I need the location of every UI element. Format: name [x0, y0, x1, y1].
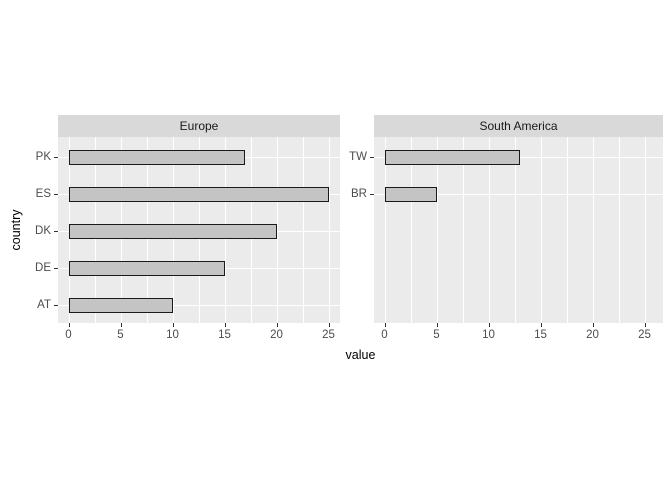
x-axis-tick — [276, 323, 278, 327]
x-axis-tick — [120, 323, 122, 327]
facet-strip-label: Europe — [179, 119, 219, 133]
x-axis-tick — [172, 323, 174, 327]
y-axis-tick — [370, 194, 374, 195]
y-axis-label-at: AT — [37, 299, 51, 311]
gridline-minor-vertical — [566, 137, 568, 323]
y-axis-tick — [370, 157, 374, 158]
gridline-major-vertical — [540, 137, 542, 323]
gridline-minor-vertical — [302, 137, 304, 323]
x-axis-label: 10 — [166, 329, 179, 341]
bar-pk — [68, 149, 246, 165]
gridline-major-horizontal — [58, 305, 340, 306]
x-axis-label: 0 — [65, 329, 72, 341]
y-axis-label-pk: PK — [35, 151, 51, 163]
gridline-major-vertical — [644, 137, 646, 323]
plot-panel — [58, 137, 340, 323]
facet-strip: South America — [374, 115, 663, 137]
x-axis-label: 15 — [218, 329, 231, 341]
x-axis-tick — [592, 323, 594, 327]
x-axis-tick — [224, 323, 226, 327]
y-axis-label-br: BR — [351, 188, 367, 200]
bar-dk — [68, 223, 277, 239]
y-axis-label-de: DE — [35, 262, 51, 274]
gridline-minor-vertical — [618, 137, 620, 323]
facet-strip-label: South America — [479, 119, 558, 133]
y-axis-tick — [54, 268, 58, 269]
y-axis-tick — [54, 231, 58, 232]
bar-es — [68, 186, 329, 202]
x-axis-label: 25 — [638, 329, 651, 341]
x-axis-label: 20 — [586, 329, 599, 341]
x-axis-label: 20 — [270, 329, 283, 341]
x-axis-tick — [328, 323, 330, 327]
x-axis-label: 15 — [534, 329, 547, 341]
plot-panel — [374, 137, 663, 323]
gridline-major-horizontal — [374, 194, 663, 195]
x-axis-tick — [68, 323, 70, 327]
y-axis-label-dk: DK — [35, 225, 51, 237]
x-axis-tick — [384, 323, 386, 327]
x-axis-label: 0 — [381, 329, 388, 341]
gridline-major-vertical — [328, 137, 330, 323]
x-axis-label: 10 — [482, 329, 495, 341]
bar-at — [68, 297, 173, 313]
x-axis-title: value — [345, 348, 376, 362]
gridline-major-vertical — [488, 137, 490, 323]
gridline-major-vertical — [436, 137, 438, 323]
gridline-major-vertical — [384, 137, 386, 323]
y-axis-label-tw: TW — [349, 151, 367, 163]
x-axis-tick — [644, 323, 646, 327]
x-axis-tick — [540, 323, 542, 327]
gridline-minor-vertical — [462, 137, 464, 323]
bar-br — [384, 186, 437, 202]
x-axis-tick — [436, 323, 438, 327]
facet-strip: Europe — [58, 115, 340, 137]
x-axis-label: 5 — [117, 329, 124, 341]
y-axis-tick — [54, 194, 58, 195]
x-axis-label: 25 — [322, 329, 335, 341]
y-axis-tick — [54, 305, 58, 306]
y-axis-tick — [54, 157, 58, 158]
gridline-minor-vertical — [514, 137, 516, 323]
gridline-major-vertical — [276, 137, 278, 323]
bar-tw — [384, 149, 520, 165]
gridline-minor-vertical — [410, 137, 412, 323]
y-axis-title: country — [9, 209, 23, 251]
x-axis-label: 5 — [433, 329, 440, 341]
x-axis-tick — [488, 323, 490, 327]
bar-de — [68, 260, 225, 276]
gridline-major-vertical — [592, 137, 594, 323]
y-axis-label-es: ES — [35, 188, 51, 200]
